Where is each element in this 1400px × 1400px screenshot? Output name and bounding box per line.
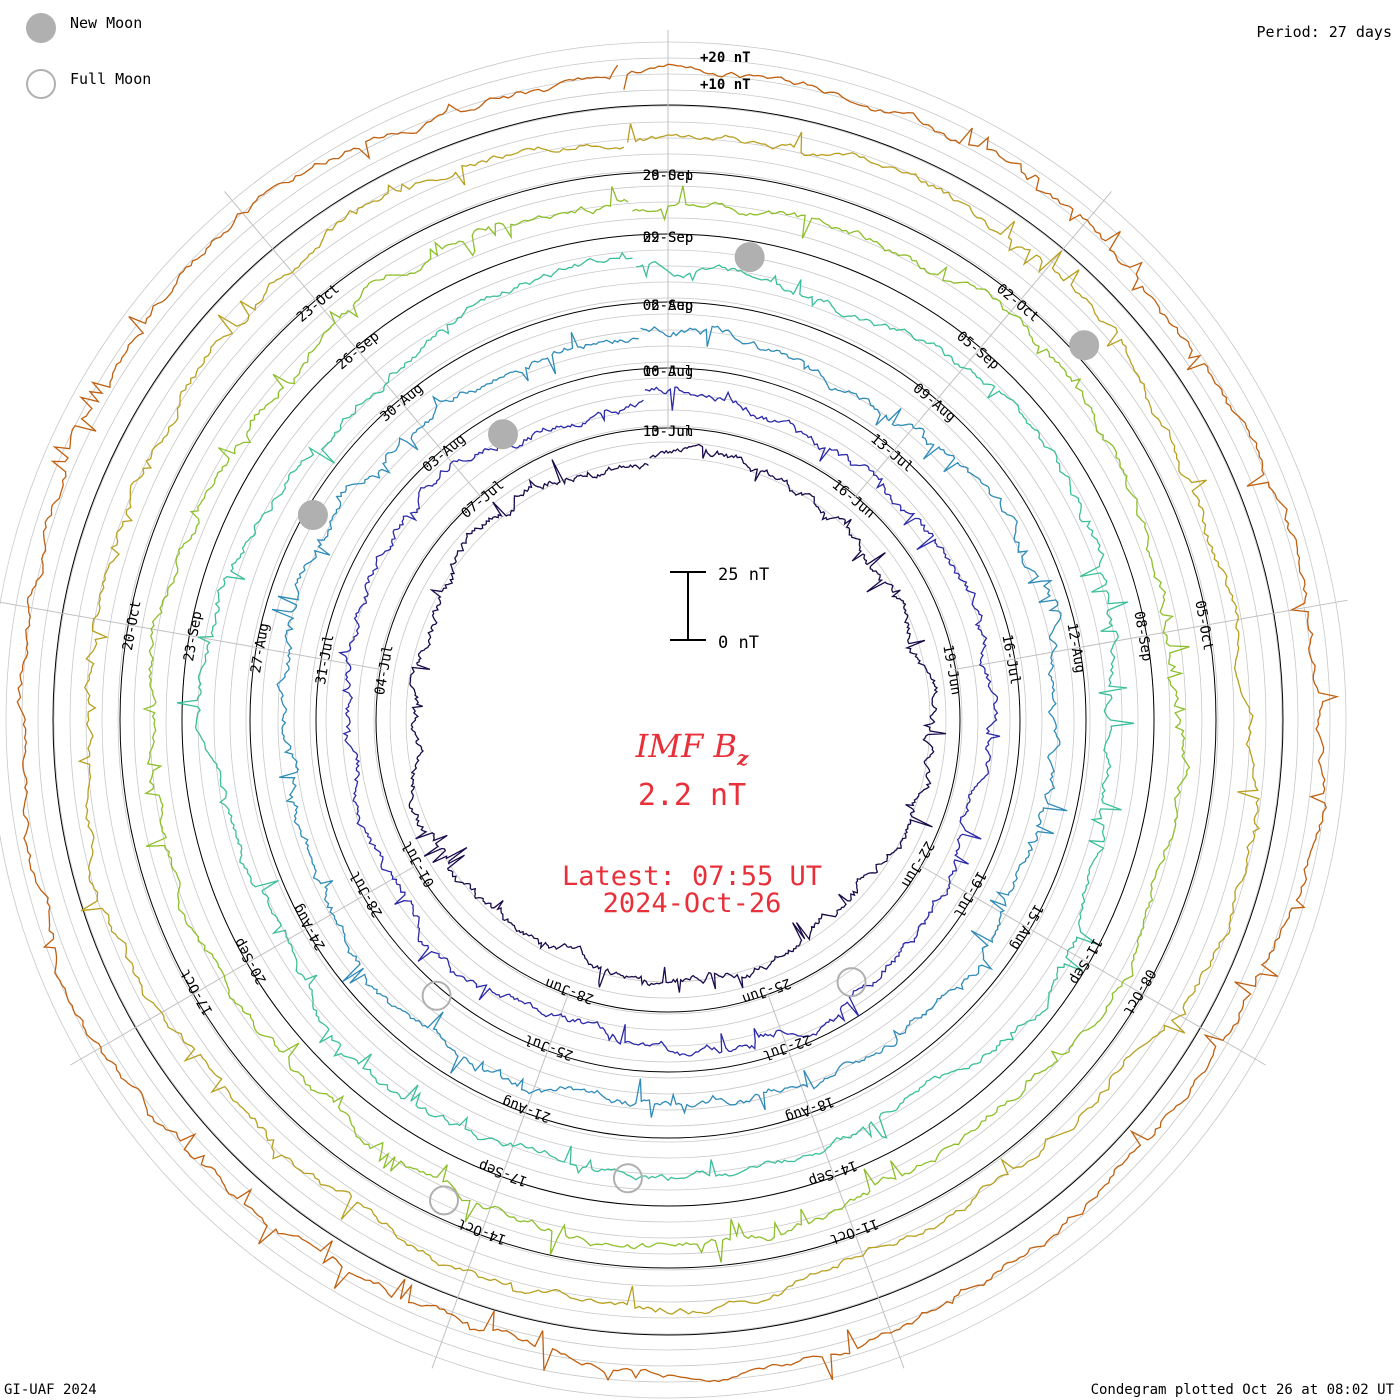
full-moon-marker — [421, 980, 452, 1011]
date-label: 13-Jun — [643, 424, 694, 440]
date-label: 08-Sep — [1130, 610, 1155, 663]
data-traces — [16, 63, 1340, 1383]
date-label: 19-Jul — [950, 868, 989, 920]
grid-circle — [309, 361, 1027, 1079]
moon-markers — [297, 242, 1100, 1216]
latest-time: Latest: 07:55 UT — [562, 861, 822, 892]
grid-circle — [325, 377, 1011, 1063]
full-moon-legend-icon — [26, 69, 56, 99]
spoke-line — [0, 601, 383, 671]
period-label: Period: 27 days — [1257, 23, 1392, 41]
new-moon-legend-icon — [26, 13, 56, 43]
date-label: 03-Aug — [420, 431, 469, 476]
new-moon-marker — [1069, 330, 1100, 361]
date-label: 21-Aug — [500, 1093, 553, 1125]
date-label: 25-Jul — [522, 1031, 575, 1063]
date-label: 29-Sep — [643, 168, 694, 184]
footer-left: GI-UAF 2024 — [4, 1382, 97, 1398]
trace-rotation-4 — [176, 251, 1135, 1182]
date-label: 23-Oct — [294, 281, 343, 326]
date-label: 15-Aug — [1007, 901, 1046, 953]
scale-bar-bottom-label: 0 nT — [718, 633, 759, 653]
full-moon-legend-label: Full Moon — [70, 70, 151, 88]
spoke-line — [431, 992, 570, 1369]
new-moon-marker — [488, 419, 518, 450]
latest-date: 2024-Oct-26 — [603, 888, 782, 919]
date-label: 16-Jul — [998, 633, 1023, 686]
date-label: 09-Aug — [910, 380, 959, 425]
new-moon-legend-label: New Moon — [70, 14, 142, 32]
baseline-circle — [315, 367, 1021, 1073]
new-moon-marker — [297, 500, 328, 530]
trace-rotation-1 — [408, 443, 947, 993]
grid-circle — [341, 393, 995, 1047]
date-label: 06-Aug — [643, 298, 694, 314]
spoke-line — [766, 992, 905, 1369]
trace-rotation-7 — [16, 63, 1340, 1383]
full-moon-marker — [612, 1163, 643, 1194]
date-label: 28-Jun — [543, 974, 596, 1006]
date-label: 13-Jul — [867, 431, 916, 476]
date-label: 27-Aug — [248, 622, 273, 675]
date-label: 19-Jun — [939, 644, 964, 697]
grid-circle — [389, 441, 947, 999]
date-label: 24-Aug — [290, 901, 329, 953]
date-label: 25-Jun — [740, 974, 793, 1006]
new-moon-marker — [734, 242, 765, 273]
full-moon-marker — [836, 967, 867, 998]
date-label: 17-Oct — [177, 966, 216, 1018]
date-label: 14-Sep — [806, 1157, 859, 1189]
footer-right: Condegram plotted Oct 26 at 08:02 UT — [1091, 1382, 1395, 1398]
date-label: 30-Aug — [377, 380, 426, 425]
grid-circle — [357, 409, 979, 1031]
date-label: 06-Aug — [643, 364, 694, 380]
current-value: 2.2 nT — [638, 778, 746, 813]
full-moon-marker — [429, 1185, 460, 1216]
date-label: 14-Oct — [455, 1215, 508, 1247]
ring-scale-label-20: +20 nT — [700, 50, 751, 66]
date-label: 08-Oct — [1120, 966, 1159, 1018]
date-label: 22-Jun — [898, 838, 937, 890]
date-label: 17-Sep — [477, 1157, 530, 1189]
spoke-line — [224, 191, 482, 499]
date-label: 01-Jul — [399, 838, 438, 890]
grid-circle — [405, 457, 931, 983]
trace-rotation-6 — [77, 123, 1261, 1315]
scale-bar-top-label: 25 nT — [718, 565, 769, 585]
date-label: 26-Oct — [643, 168, 694, 184]
date-label: 28-Jul — [347, 868, 386, 920]
date-label: 02-Sep — [643, 230, 694, 246]
trace-rotation-5 — [142, 185, 1191, 1263]
spoke-line — [953, 599, 1348, 671]
date-label: 02-Sep — [643, 298, 694, 314]
date-label: 04-Jul — [372, 644, 397, 697]
date-label: 23-Sep — [181, 610, 206, 663]
scale-bar: 25 nT 0 nT — [670, 565, 769, 653]
ring-scale-label-10: +10 nT — [700, 77, 751, 93]
date-label: 20-Oct — [120, 599, 145, 652]
spoke-line — [70, 864, 418, 1066]
trace-rotation-3 — [271, 325, 1068, 1118]
center-title: IMF Bz — [635, 727, 749, 770]
date-label: 16-Jun — [829, 477, 878, 522]
date-label: 18-Aug — [783, 1093, 836, 1125]
grid-circle — [277, 329, 1059, 1111]
date-label: 29-Sep — [643, 230, 694, 246]
date-label: 05-Oct — [1191, 599, 1216, 652]
date-label: 10-Jul — [643, 364, 694, 380]
date-label: 10-Jul — [643, 424, 694, 440]
spoke-line — [854, 191, 1112, 499]
date-label: 31-Jul — [313, 633, 338, 686]
spoke-line — [918, 864, 1266, 1066]
spoke-lines — [0, 30, 1348, 1369]
date-label: 12-Aug — [1063, 622, 1088, 675]
date-label: 11-Oct — [828, 1215, 881, 1247]
trace-rotation-2 — [337, 386, 1001, 1057]
